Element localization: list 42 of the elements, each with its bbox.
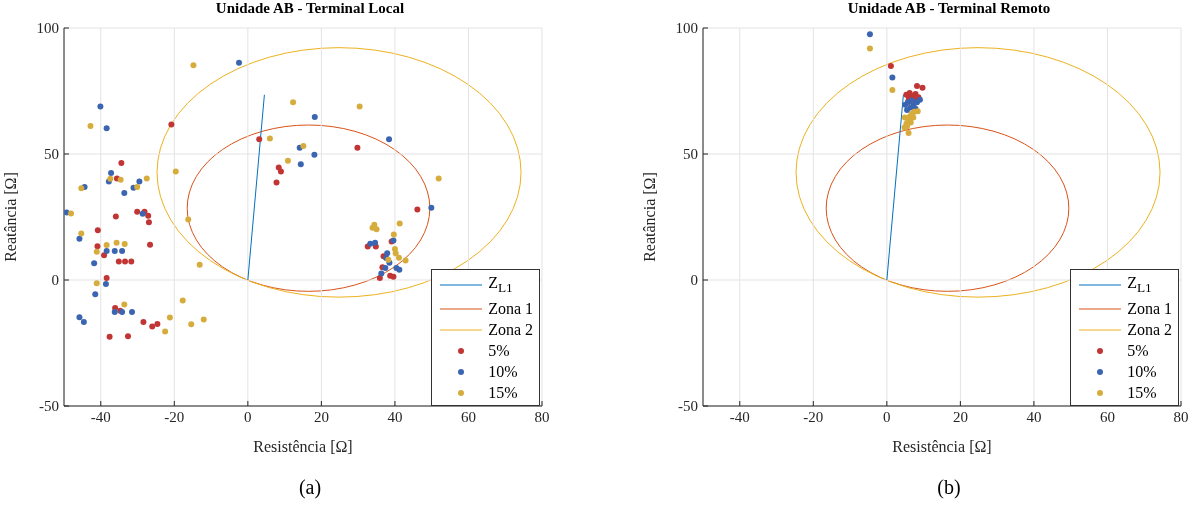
- x-tick-label: 60: [460, 408, 476, 425]
- legend-label: Z$_{L1}$: [1127, 272, 1152, 297]
- y-axis-title: Reatância [Ω]: [1, 172, 19, 262]
- x-tick-label: 40: [387, 408, 403, 425]
- annotation: Zona 1: [1127, 299, 1172, 319]
- legend-label: Z$_{L1}$: [488, 272, 513, 297]
- x-tick-label: -40: [90, 408, 111, 425]
- annotation: Zona 2: [488, 320, 533, 340]
- annotation: Zona 1: [488, 299, 533, 319]
- y-tick-label: 100: [675, 20, 698, 37]
- legend-label: 5%: [488, 341, 510, 361]
- x-tick-label: 80: [1173, 408, 1189, 425]
- x-tick-label: -40: [729, 408, 750, 425]
- x-tick-label: 20: [952, 408, 968, 425]
- y-tick-label: 0: [51, 272, 59, 289]
- x-tick-label: 80: [534, 408, 550, 425]
- text: (b): [936, 476, 962, 499]
- x-tick-label: 60: [1099, 408, 1115, 425]
- legend-label: 15%: [488, 383, 518, 403]
- legend-label: 15%: [1127, 383, 1157, 403]
- legend-label: 5%: [1127, 341, 1149, 361]
- x-tick-label: 0: [244, 408, 252, 425]
- y-tick-label: 100: [36, 20, 59, 37]
- annotation: Zona 2: [1127, 320, 1172, 340]
- x-tick-label: -20: [803, 408, 824, 425]
- x-tick-label: 40: [1026, 408, 1042, 425]
- x-tick-label: 20: [313, 408, 329, 425]
- legend-label: 10%: [1127, 362, 1157, 382]
- y-tick-label: 50: [683, 146, 698, 163]
- text: (a): [297, 476, 323, 499]
- x-axis-title: Resistência [Ω]: [892, 438, 992, 455]
- chart-title: Unidade AB - Terminal Remoto: [846, 0, 1052, 18]
- chart-title: Unidade AB - Terminal Local: [214, 0, 406, 18]
- legend-label: 10%: [488, 362, 518, 382]
- y-tick-label: 0: [690, 272, 698, 289]
- x-tick-label: -20: [164, 408, 185, 425]
- y-axis-title: Reatância [Ω]: [640, 172, 658, 262]
- y-tick-label: -50: [39, 398, 59, 415]
- y-tick-label: -50: [678, 398, 698, 415]
- y-tick-label: 50: [44, 146, 59, 163]
- x-tick-label: 0: [883, 408, 891, 425]
- x-axis-title: Resistência [Ω]: [253, 438, 353, 455]
